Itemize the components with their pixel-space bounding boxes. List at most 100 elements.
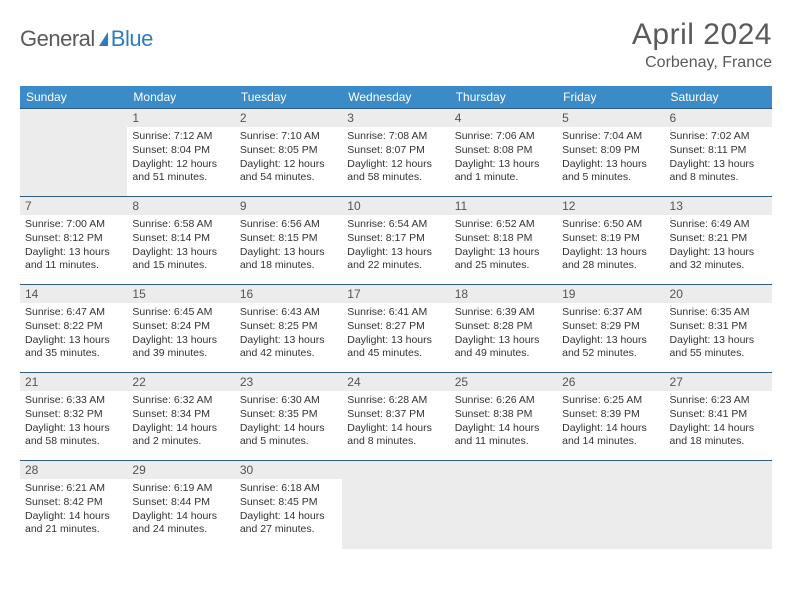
day-body: Sunrise: 6:21 AMSunset: 8:42 PMDaylight:… bbox=[20, 479, 127, 542]
daylight-line: Daylight: 13 hours and 58 minutes. bbox=[25, 422, 122, 448]
day-cell-19: 19Sunrise: 6:37 AMSunset: 8:29 PMDayligh… bbox=[557, 285, 664, 373]
daylight-line: Daylight: 13 hours and 52 minutes. bbox=[562, 334, 659, 360]
daylight-line: Daylight: 13 hours and 42 minutes. bbox=[240, 334, 337, 360]
calendar-head: SundayMondayTuesdayWednesdayThursdayFrid… bbox=[20, 86, 772, 109]
sunset-line: Sunset: 8:21 PM bbox=[670, 232, 767, 245]
day-body: Sunrise: 6:49 AMSunset: 8:21 PMDaylight:… bbox=[665, 215, 772, 278]
daylight-line: Daylight: 13 hours and 8 minutes. bbox=[670, 158, 767, 184]
sunset-line: Sunset: 8:39 PM bbox=[562, 408, 659, 421]
sunset-line: Sunset: 8:42 PM bbox=[25, 496, 122, 509]
sunrise-line: Sunrise: 7:10 AM bbox=[240, 130, 337, 143]
day-cell-21: 21Sunrise: 6:33 AMSunset: 8:32 PMDayligh… bbox=[20, 373, 127, 461]
empty-cell bbox=[450, 461, 557, 549]
day-number: 25 bbox=[450, 373, 557, 391]
day-body: Sunrise: 6:30 AMSunset: 8:35 PMDaylight:… bbox=[235, 391, 342, 454]
sunset-line: Sunset: 8:12 PM bbox=[25, 232, 122, 245]
sunset-line: Sunset: 8:28 PM bbox=[455, 320, 552, 333]
daylight-line: Daylight: 13 hours and 18 minutes. bbox=[240, 246, 337, 272]
sunrise-line: Sunrise: 6:32 AM bbox=[132, 394, 229, 407]
calendar-row: 28Sunrise: 6:21 AMSunset: 8:42 PMDayligh… bbox=[20, 461, 772, 549]
sunrise-line: Sunrise: 6:18 AM bbox=[240, 482, 337, 495]
header: GeneralBlue April 2024 Corbenay, France bbox=[20, 18, 772, 72]
day-number: 24 bbox=[342, 373, 449, 391]
day-number: 11 bbox=[450, 197, 557, 215]
day-cell-17: 17Sunrise: 6:41 AMSunset: 8:27 PMDayligh… bbox=[342, 285, 449, 373]
sunset-line: Sunset: 8:44 PM bbox=[132, 496, 229, 509]
sunset-line: Sunset: 8:18 PM bbox=[455, 232, 552, 245]
sunset-line: Sunset: 8:22 PM bbox=[25, 320, 122, 333]
day-number: 15 bbox=[127, 285, 234, 303]
empty-cell bbox=[665, 461, 772, 549]
title-block: April 2024 Corbenay, France bbox=[632, 18, 772, 72]
sunrise-line: Sunrise: 6:50 AM bbox=[562, 218, 659, 231]
day-number: 10 bbox=[342, 197, 449, 215]
sunrise-line: Sunrise: 6:45 AM bbox=[132, 306, 229, 319]
sunset-line: Sunset: 8:27 PM bbox=[347, 320, 444, 333]
daylight-line: Daylight: 13 hours and 15 minutes. bbox=[132, 246, 229, 272]
calendar-row: 21Sunrise: 6:33 AMSunset: 8:32 PMDayligh… bbox=[20, 373, 772, 461]
sunrise-line: Sunrise: 6:23 AM bbox=[670, 394, 767, 407]
daylight-line: Daylight: 14 hours and 18 minutes. bbox=[670, 422, 767, 448]
day-number: 19 bbox=[557, 285, 664, 303]
daylight-line: Daylight: 14 hours and 21 minutes. bbox=[25, 510, 122, 536]
daylight-line: Daylight: 14 hours and 14 minutes. bbox=[562, 422, 659, 448]
daylight-line: Daylight: 14 hours and 2 minutes. bbox=[132, 422, 229, 448]
daylight-line: Daylight: 13 hours and 5 minutes. bbox=[562, 158, 659, 184]
day-number: 4 bbox=[450, 109, 557, 127]
day-number: 29 bbox=[127, 461, 234, 479]
day-cell-29: 29Sunrise: 6:19 AMSunset: 8:44 PMDayligh… bbox=[127, 461, 234, 549]
day-number: 21 bbox=[20, 373, 127, 391]
sunset-line: Sunset: 8:45 PM bbox=[240, 496, 337, 509]
sunrise-line: Sunrise: 6:47 AM bbox=[25, 306, 122, 319]
sunset-line: Sunset: 8:29 PM bbox=[562, 320, 659, 333]
daylight-line: Daylight: 14 hours and 8 minutes. bbox=[347, 422, 444, 448]
empty-cell bbox=[20, 109, 127, 197]
empty-cell bbox=[342, 461, 449, 549]
day-body: Sunrise: 7:10 AMSunset: 8:05 PMDaylight:… bbox=[235, 127, 342, 190]
day-body: Sunrise: 6:32 AMSunset: 8:34 PMDaylight:… bbox=[127, 391, 234, 454]
day-body: Sunrise: 6:56 AMSunset: 8:15 PMDaylight:… bbox=[235, 215, 342, 278]
logo-triangle-icon bbox=[99, 32, 108, 46]
sunrise-line: Sunrise: 6:54 AM bbox=[347, 218, 444, 231]
daylight-line: Daylight: 13 hours and 11 minutes. bbox=[25, 246, 122, 272]
day-cell-27: 27Sunrise: 6:23 AMSunset: 8:41 PMDayligh… bbox=[665, 373, 772, 461]
daylight-line: Daylight: 14 hours and 27 minutes. bbox=[240, 510, 337, 536]
day-body: Sunrise: 7:12 AMSunset: 8:04 PMDaylight:… bbox=[127, 127, 234, 190]
day-number: 9 bbox=[235, 197, 342, 215]
sunrise-line: Sunrise: 7:06 AM bbox=[455, 130, 552, 143]
empty-cell bbox=[557, 461, 664, 549]
weekday-row: SundayMondayTuesdayWednesdayThursdayFrid… bbox=[20, 86, 772, 109]
daylight-line: Daylight: 13 hours and 28 minutes. bbox=[562, 246, 659, 272]
sunrise-line: Sunrise: 6:39 AM bbox=[455, 306, 552, 319]
day-cell-7: 7Sunrise: 7:00 AMSunset: 8:12 PMDaylight… bbox=[20, 197, 127, 285]
sunset-line: Sunset: 8:11 PM bbox=[670, 144, 767, 157]
sunrise-line: Sunrise: 6:37 AM bbox=[562, 306, 659, 319]
sunset-line: Sunset: 8:04 PM bbox=[132, 144, 229, 157]
day-number: 16 bbox=[235, 285, 342, 303]
logo-text-blue: Blue bbox=[111, 26, 153, 52]
sunset-line: Sunset: 8:15 PM bbox=[240, 232, 337, 245]
day-cell-23: 23Sunrise: 6:30 AMSunset: 8:35 PMDayligh… bbox=[235, 373, 342, 461]
sunrise-line: Sunrise: 7:08 AM bbox=[347, 130, 444, 143]
sunrise-line: Sunrise: 6:33 AM bbox=[25, 394, 122, 407]
day-number: 23 bbox=[235, 373, 342, 391]
sunrise-line: Sunrise: 7:02 AM bbox=[670, 130, 767, 143]
sunset-line: Sunset: 8:24 PM bbox=[132, 320, 229, 333]
day-body: Sunrise: 6:37 AMSunset: 8:29 PMDaylight:… bbox=[557, 303, 664, 366]
weekday-wednesday: Wednesday bbox=[342, 86, 449, 109]
sunset-line: Sunset: 8:41 PM bbox=[670, 408, 767, 421]
day-body: Sunrise: 6:39 AMSunset: 8:28 PMDaylight:… bbox=[450, 303, 557, 366]
daylight-line: Daylight: 13 hours and 1 minute. bbox=[455, 158, 552, 184]
day-body: Sunrise: 6:50 AMSunset: 8:19 PMDaylight:… bbox=[557, 215, 664, 278]
sunrise-line: Sunrise: 6:49 AM bbox=[670, 218, 767, 231]
sunset-line: Sunset: 8:32 PM bbox=[25, 408, 122, 421]
sunrise-line: Sunrise: 6:56 AM bbox=[240, 218, 337, 231]
sunset-line: Sunset: 8:38 PM bbox=[455, 408, 552, 421]
day-body: Sunrise: 6:26 AMSunset: 8:38 PMDaylight:… bbox=[450, 391, 557, 454]
day-body: Sunrise: 6:33 AMSunset: 8:32 PMDaylight:… bbox=[20, 391, 127, 454]
sunrise-line: Sunrise: 6:19 AM bbox=[132, 482, 229, 495]
day-body: Sunrise: 7:00 AMSunset: 8:12 PMDaylight:… bbox=[20, 215, 127, 278]
daylight-line: Daylight: 14 hours and 5 minutes. bbox=[240, 422, 337, 448]
day-cell-24: 24Sunrise: 6:28 AMSunset: 8:37 PMDayligh… bbox=[342, 373, 449, 461]
day-number: 18 bbox=[450, 285, 557, 303]
